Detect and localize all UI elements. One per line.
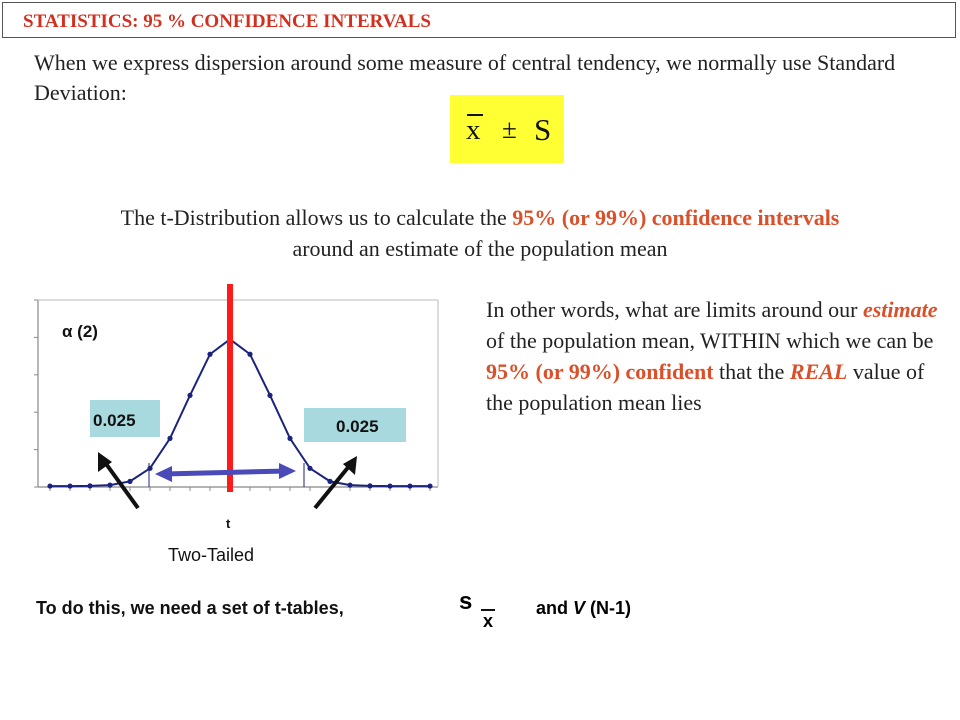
curve-point [267,392,273,398]
other-words-text: In other words, what are limits around o… [486,294,946,418]
interval-arrow [163,468,288,477]
t-distribution-text: The t-Distribution allows us to calculat… [20,202,940,264]
other-estimate: estimate [862,297,938,322]
formula-box: x ± S [450,95,564,163]
formula-plus-minus: ± [502,114,517,144]
curve-point [87,483,93,489]
tail-left-value: 0.025 [93,411,136,430]
t-distribution-chart: α (2) 0.025 0.025 t Two-Tailed [34,284,439,565]
curve-point [287,435,293,441]
bottom-and: and [536,598,574,618]
mean-overbar [467,114,483,116]
distribution-curve [47,336,433,489]
curve-point [187,392,193,398]
chart-caption: Two-Tailed [168,545,254,565]
bottom-text: To do this, we need a set of t-tables, [36,598,344,618]
interval-arrow-left-head [155,466,172,482]
left-pointer-arrow [102,459,140,510]
title-bar: STATISTICS: 95 % CONFIDENCE INTERVALS [2,2,956,38]
curve-point [327,478,333,484]
other-real: REAL [789,359,848,384]
alpha-label: α (2) [62,322,98,341]
curve-point [387,483,393,489]
curve-point [127,478,133,484]
curve-point [407,483,413,489]
tail-right-box [304,408,406,442]
curve-point [367,483,373,489]
tail-right-value: 0.025 [336,417,379,436]
x-axis-label: t [226,516,231,531]
curve-point [207,351,213,357]
bottom-n: (N-1) [585,598,632,618]
right-pointer-arrow [313,463,352,510]
other-p3: that the [713,359,790,384]
curve-point [427,483,433,489]
other-p4: value of the population mean lies [486,359,925,415]
other-p1: In other words, what are limits around o… [486,297,863,322]
curve-point [67,483,73,489]
bottom-s-symbol: s [459,588,473,615]
interval-arrow-right-head [279,463,296,479]
curve-point [107,482,113,488]
curve-point [167,435,173,441]
tdist-line1-red: 95% (or 99%) confidence intervals [512,205,840,230]
tail-left-box [90,400,160,437]
intro-text: When we express dispersion around some m… [34,50,896,105]
curve-point [307,465,313,471]
curve-point [247,351,253,357]
bottom-x-symbol: x [483,611,494,631]
curve-point [147,465,153,471]
curve-point [347,482,353,488]
other-p2: of the population mean, WITHIN which we … [486,328,934,353]
formula-mean: x [466,114,481,146]
right-pointer-arrowhead [343,456,357,475]
tdist-line1a: The t-Distribution allows us to calculat… [120,205,513,230]
other-red1: 95% (or 99%) confident [486,359,714,384]
page-title: STATISTICS: 95 % CONFIDENCE INTERVALS [23,11,431,32]
curve-point [47,483,53,489]
tdist-line2: around an estimate of the population mea… [292,236,668,261]
bottom-end-text: and V (N-1) [536,598,631,619]
x-ticks [49,487,431,491]
formula-sd: S [534,112,552,147]
bottom-v: V [573,598,586,618]
y-ticks [34,299,38,488]
left-pointer-arrowhead [98,452,112,472]
curve-line [50,338,430,488]
bottom-x-overbar [481,609,495,611]
